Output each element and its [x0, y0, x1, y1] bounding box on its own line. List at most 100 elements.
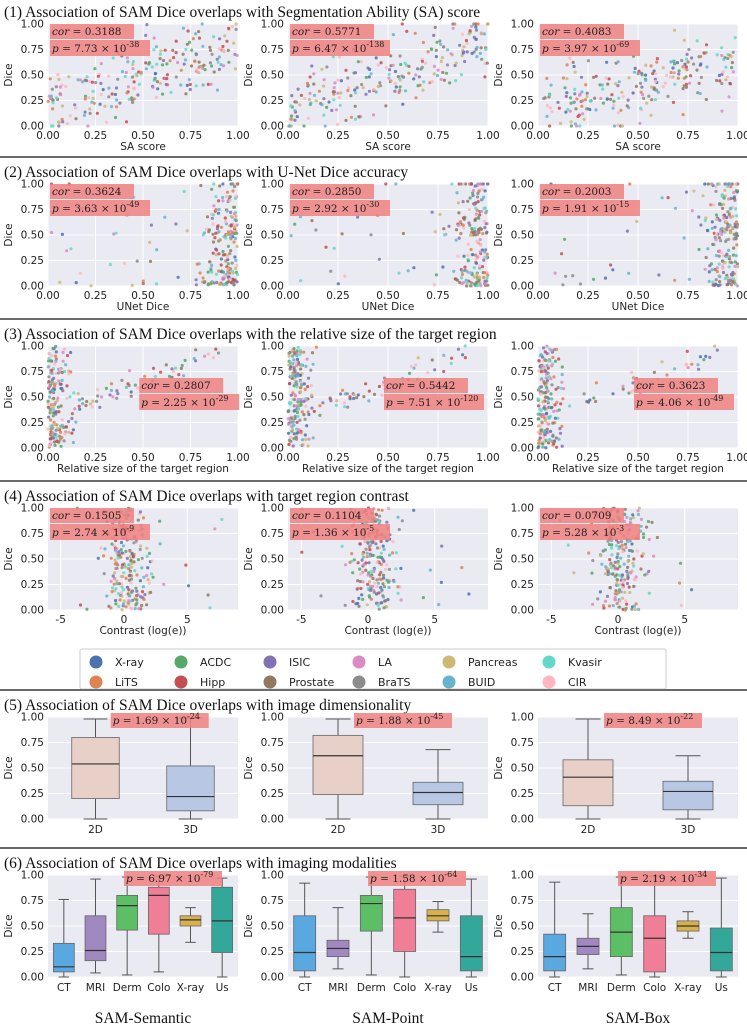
data-point — [638, 81, 643, 85]
column-label: SAM-Box — [606, 1010, 671, 1027]
data-point — [462, 50, 466, 54]
legend-marker — [263, 675, 277, 689]
data-point — [464, 269, 468, 273]
data-point — [556, 416, 560, 420]
data-point — [377, 384, 381, 389]
data-point — [387, 68, 392, 72]
x-tick-label: 0.25 — [326, 452, 349, 464]
data-point — [568, 404, 572, 408]
cor-value: cor = 0.5771 — [292, 26, 361, 38]
data-point — [136, 386, 140, 390]
data-point — [548, 93, 552, 97]
data-point — [174, 51, 178, 55]
data-point — [376, 581, 380, 585]
data-point — [94, 81, 98, 85]
data-point — [543, 391, 547, 395]
data-point — [552, 348, 556, 352]
data-point — [553, 359, 558, 363]
legend-item: LiTS — [89, 675, 138, 689]
data-point — [578, 93, 582, 97]
data-point — [729, 54, 733, 59]
data-point — [53, 382, 57, 387]
data-point — [718, 229, 723, 233]
x-tick-label: 0.25 — [576, 452, 599, 464]
data-point — [131, 554, 135, 559]
data-point — [164, 82, 168, 87]
data-point — [287, 409, 291, 413]
data-point — [479, 46, 483, 50]
data-point — [731, 253, 736, 257]
data-point — [83, 110, 87, 114]
data-point — [232, 281, 236, 285]
data-point — [292, 384, 296, 388]
data-point — [361, 555, 366, 559]
data-point — [478, 51, 482, 56]
data-point — [647, 591, 651, 595]
data-point — [312, 93, 317, 97]
data-point — [639, 90, 643, 94]
data-point — [632, 564, 636, 568]
data-point — [181, 26, 185, 30]
data-point — [720, 72, 724, 76]
data-point — [620, 573, 624, 577]
data-point — [697, 367, 701, 371]
data-point — [356, 215, 360, 219]
section-title: (2) Association of SAM Dice overlaps wit… — [4, 164, 408, 181]
data-point — [226, 258, 230, 262]
y-tick-label: 1.00 — [511, 712, 534, 724]
data-point — [341, 388, 345, 392]
data-point — [360, 558, 364, 562]
data-point — [129, 390, 133, 394]
data-point — [367, 399, 371, 403]
data-point — [210, 64, 214, 68]
data-point — [564, 274, 568, 278]
data-point — [367, 580, 371, 584]
data-point — [226, 244, 230, 248]
data-point — [710, 268, 714, 272]
data-point — [684, 82, 689, 86]
stat-annotation: p = 1.58 × 10-64 — [368, 870, 466, 886]
y-tick-label: 0.25 — [511, 255, 534, 267]
data-point — [344, 118, 348, 122]
data-point — [340, 544, 344, 548]
data-point — [722, 213, 726, 217]
data-point — [598, 590, 603, 594]
data-point — [302, 399, 306, 403]
x-tick-label: 0.50 — [626, 290, 649, 302]
legend-item: Hipp — [174, 675, 225, 689]
data-point — [369, 588, 373, 593]
data-point — [544, 358, 548, 362]
data-point — [206, 82, 210, 86]
data-point — [112, 232, 116, 236]
y-tick-label: 0.75 — [261, 737, 284, 749]
data-point — [555, 400, 559, 404]
data-point — [170, 367, 174, 371]
data-point — [133, 383, 137, 387]
data-point — [714, 213, 719, 217]
data-point — [550, 383, 554, 387]
data-point — [710, 182, 714, 186]
data-point — [413, 31, 417, 35]
data-point — [732, 246, 736, 250]
data-point — [634, 84, 639, 88]
data-point — [715, 270, 719, 274]
data-point — [203, 354, 207, 358]
y-tick-label: 0.00 — [21, 121, 44, 133]
data-point — [60, 117, 64, 121]
data-point — [613, 560, 617, 564]
y-tick-label: 0.75 — [261, 528, 284, 540]
x-tick-label: 0.00 — [526, 290, 549, 302]
data-point — [110, 92, 114, 96]
data-point — [714, 282, 718, 286]
x-tick-label: 0.75 — [676, 452, 699, 464]
data-point — [722, 216, 726, 220]
data-point — [115, 389, 119, 393]
x-tick-label: -5 — [296, 614, 306, 626]
data-point — [536, 417, 540, 421]
data-point — [396, 515, 400, 519]
y-tick-label: 0.50 — [21, 763, 44, 775]
data-point — [107, 74, 111, 78]
data-point — [617, 96, 621, 100]
data-point — [122, 599, 126, 603]
data-point — [81, 80, 85, 84]
